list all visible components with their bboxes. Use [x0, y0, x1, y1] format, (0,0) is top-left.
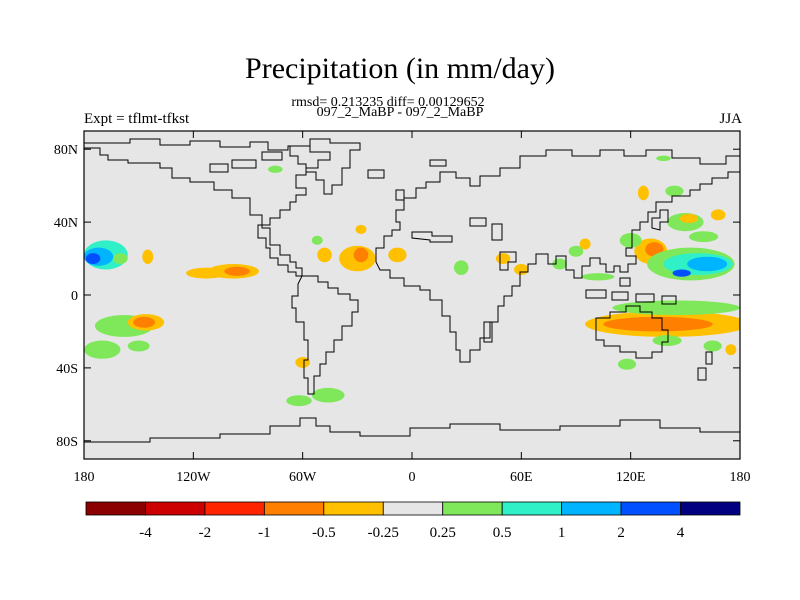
anomaly-layer: [84, 155, 740, 407]
anomaly-region-2: [85, 253, 101, 265]
anomaly-region-45: [652, 335, 682, 347]
anomaly-region-20: [311, 387, 345, 403]
anomaly-region-47: [725, 344, 737, 356]
coastline-arabia: [499, 251, 517, 271]
colorbar-label: -4: [139, 525, 152, 541]
colorbar-label: 4: [677, 525, 685, 541]
x-tick-label: 60W: [289, 470, 317, 485]
anomaly-region-26: [568, 245, 584, 257]
colorbar-swatch-7: [501, 501, 563, 516]
y-tick-label: 0: [71, 289, 78, 304]
colorbar-label: 1: [558, 525, 566, 541]
coastline-north-atlantic-islands: [367, 159, 447, 201]
stats-subtitle: rmsd= 0.213235 diff= 0.00129652: [291, 95, 485, 110]
anomaly-region-48: [617, 358, 637, 370]
colorbar-swatch-10: [680, 501, 741, 516]
anomaly-region-33: [687, 256, 728, 272]
anomaly-region-12: [224, 266, 250, 276]
colorbar-label: -0.5: [312, 525, 336, 541]
anomaly-region-37: [679, 213, 699, 224]
colorbar-label: -0.25: [368, 525, 399, 541]
anomaly-region-24: [514, 264, 529, 275]
x-tick-label: 0: [409, 470, 416, 485]
colorbar-swatch-9: [620, 501, 681, 516]
anomaly-region-27: [581, 273, 615, 281]
runs-subtitle: 097_2_MaBP - 097_2_MaBP: [316, 105, 484, 120]
anomaly-region-23: [495, 253, 511, 265]
coastline-antarctica: [84, 417, 740, 443]
season-label: JJA: [719, 111, 742, 127]
x-tick-label: 120W: [176, 470, 211, 485]
x-axis: 180 120W 60W 0 60E 120E 180: [74, 131, 751, 485]
anomaly-region-35: [619, 233, 642, 248]
colorbar-swatch-5: [382, 501, 444, 516]
y-tick-label: 80S: [56, 435, 78, 450]
anomaly-region-40: [665, 185, 684, 197]
y-tick-label: 40S: [56, 362, 78, 377]
x-tick-label: 120E: [616, 470, 646, 485]
colorbar-swatch-2: [204, 501, 265, 516]
anomaly-region-34: [672, 269, 691, 277]
coastline-japan: [651, 209, 669, 231]
map-background: [84, 131, 740, 459]
colorbar-swatch-8: [561, 501, 622, 516]
y-axis: 80N 40N 0 40S 80S: [54, 143, 740, 450]
anomaly-region-18: [355, 224, 367, 234]
anomaly-region-15: [317, 247, 332, 263]
colorbar-label: 2: [617, 525, 625, 541]
anomaly-region-7: [133, 316, 156, 328]
x-tick-label: 180: [74, 470, 95, 485]
colorbar: -4 -2 -1 -0.5 -0.25 0.25 0.5 1 2 4: [85, 501, 741, 541]
coastline-arctic-islands: [209, 151, 283, 173]
anomaly-region-41: [637, 185, 649, 201]
anomaly-region-43: [603, 316, 713, 332]
coastline-eurasia-africa: [375, 149, 740, 363]
anomaly-region-17: [311, 235, 323, 245]
coastline-madagascar: [483, 321, 493, 343]
anomaly-region-46: [703, 340, 722, 352]
coastline-australia: [595, 305, 669, 359]
coastline-layer: [84, 138, 740, 443]
anomaly-region-50: [656, 155, 671, 162]
anomaly-region-3: [113, 253, 128, 265]
coastline-north-america: [84, 138, 331, 277]
anomaly-region-14: [353, 247, 369, 263]
anomaly-region-38: [710, 209, 726, 221]
colorbar-swatch-4: [323, 501, 384, 516]
coastline-maritime-continent: [585, 277, 677, 305]
anomaly-region-49: [268, 165, 283, 173]
plot-title: Precipitation (in mm/day): [245, 52, 555, 85]
colorbar-swatch-0: [85, 501, 146, 516]
anomaly-region-39: [688, 231, 719, 243]
coastline-inland-seas: [411, 217, 503, 243]
colorbar-label: 0.5: [493, 525, 512, 541]
colorbar-swatch-1: [145, 501, 206, 516]
colorbar-label: 0.25: [430, 525, 456, 541]
coastline-greenland: [289, 138, 361, 195]
colorbar-label: -1: [258, 525, 271, 541]
anomaly-region-22: [453, 260, 469, 275]
anomaly-region-21: [286, 395, 312, 407]
anomaly-region-8: [84, 340, 121, 359]
anomaly-region-16: [388, 247, 407, 263]
anomaly-region-4: [142, 249, 154, 265]
y-tick-label: 40N: [54, 216, 78, 231]
x-tick-label: 60E: [510, 470, 533, 485]
experiment-label: Expt = tflmt-tfkst: [84, 111, 190, 127]
coastline-new-zealand: [697, 351, 713, 381]
anomaly-region-28: [579, 238, 591, 250]
y-tick-label: 80N: [54, 143, 78, 158]
anomaly-region-9: [127, 340, 150, 352]
coastline-south-america: [291, 275, 359, 395]
colorbar-swatch-3: [263, 501, 325, 516]
colorbar-label: -2: [199, 525, 212, 541]
anomaly-region-44: [612, 300, 740, 316]
x-tick-label: 180: [730, 470, 751, 485]
colorbar-swatch-6: [442, 501, 503, 516]
